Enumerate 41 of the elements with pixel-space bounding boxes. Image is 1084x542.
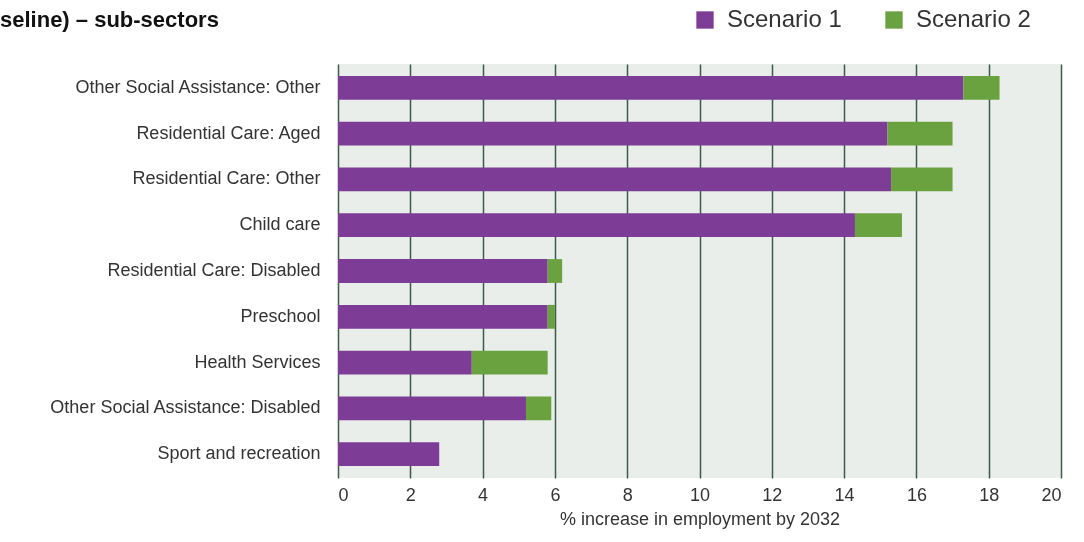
x-tick-label: 2 — [405, 484, 416, 505]
bar — [891, 167, 953, 192]
bar — [963, 75, 1000, 100]
bar — [338, 75, 964, 100]
x-tick-label: 6 — [550, 484, 561, 505]
x-tick-label: 0 — [338, 484, 349, 505]
bar — [338, 259, 548, 283]
bar — [854, 213, 902, 238]
bar — [338, 350, 472, 375]
bar — [338, 442, 440, 467]
legend-label: Scenario 2 — [916, 5, 1031, 32]
bar — [887, 121, 953, 146]
y-tick-label: Other Social Assistance: Disabled — [50, 397, 321, 418]
y-tick-label: Other Social Assistance: Other — [75, 76, 321, 97]
text: seline) – sub-sectors — [0, 7, 219, 32]
bar — [525, 396, 552, 421]
x-tick-label: 16 — [906, 484, 927, 505]
y-tick-label: Sport and recreation — [157, 443, 321, 464]
legend-label: Scenario 1 — [727, 5, 842, 32]
y-tick-label: Residential Care: Other — [132, 168, 321, 189]
bar — [547, 304, 555, 329]
x-axis-title: % increase in employment by 2032 — [559, 508, 841, 529]
x-tick-label: 12 — [762, 484, 783, 505]
y-tick-label: Health Services — [194, 351, 321, 372]
bar — [338, 396, 526, 421]
x-tick-label: 10 — [689, 484, 711, 505]
bar — [471, 350, 548, 375]
bar — [547, 259, 563, 283]
bar — [338, 213, 855, 238]
bar — [338, 167, 892, 192]
y-tick-label: Residential Care: Aged — [136, 122, 321, 143]
x-tick-label: 4 — [478, 484, 489, 505]
bar — [338, 121, 888, 146]
y-tick-label: Preschool — [240, 305, 321, 326]
x-tick-label: 18 — [979, 484, 1000, 505]
x-tick-label: 20 — [1041, 484, 1062, 505]
x-tick-label: 8 — [622, 484, 633, 505]
x-tick-label: 14 — [834, 484, 855, 505]
y-tick-label: Child care — [239, 214, 321, 235]
bar — [338, 304, 548, 329]
y-tick-label: Residential Care: Disabled — [107, 260, 321, 280]
